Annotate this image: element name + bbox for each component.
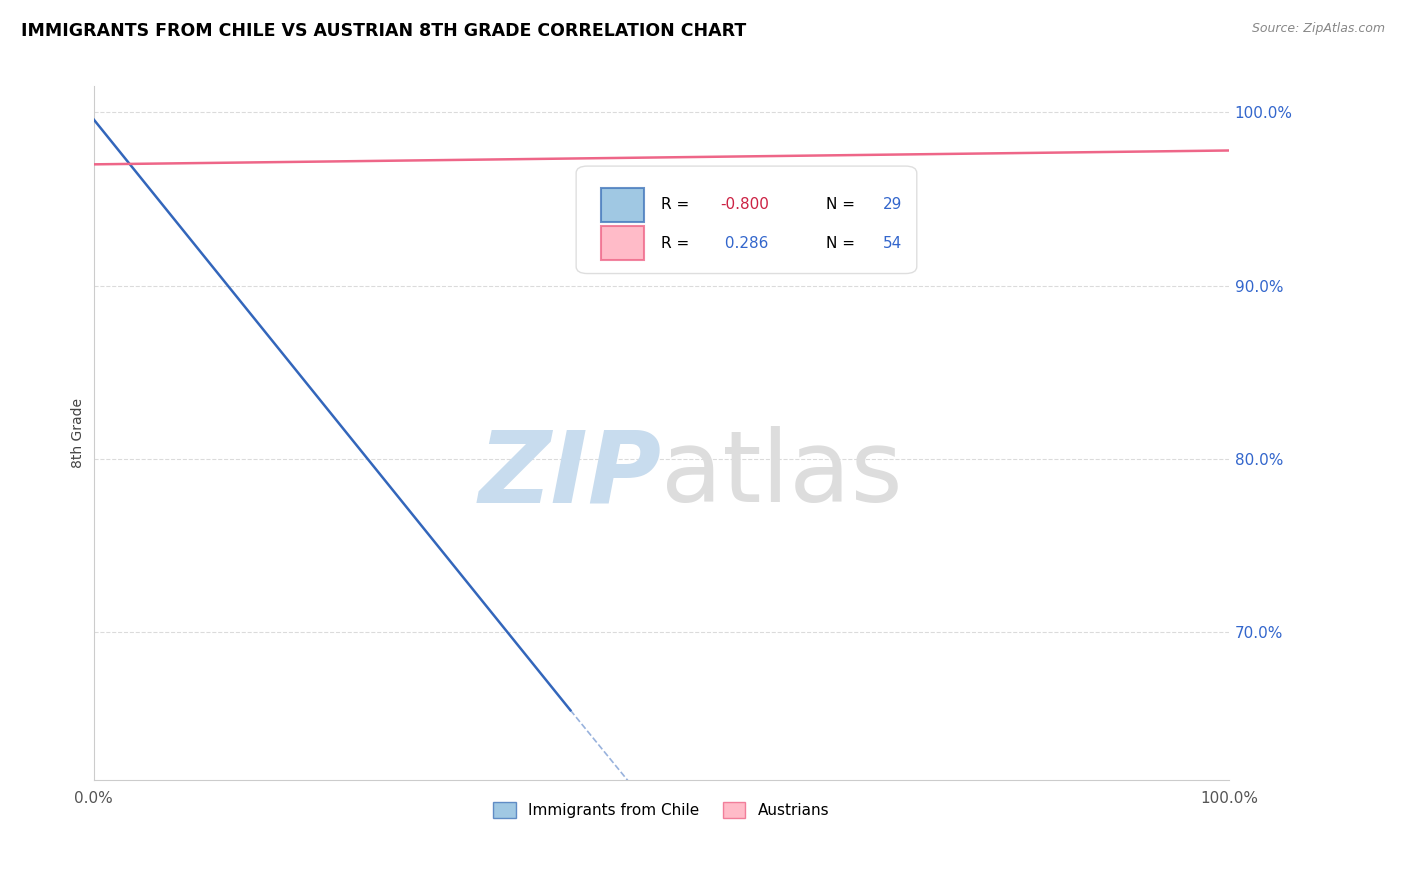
Text: atlas: atlas (661, 426, 903, 523)
Text: R =: R = (661, 235, 695, 251)
Text: R =: R = (661, 197, 695, 211)
Text: 0.286: 0.286 (720, 235, 769, 251)
Text: 29: 29 (883, 197, 903, 211)
Legend: Immigrants from Chile, Austrians: Immigrants from Chile, Austrians (486, 796, 835, 824)
Text: -0.800: -0.800 (720, 197, 769, 211)
Text: Source: ZipAtlas.com: Source: ZipAtlas.com (1251, 22, 1385, 36)
Text: IMMIGRANTS FROM CHILE VS AUSTRIAN 8TH GRADE CORRELATION CHART: IMMIGRANTS FROM CHILE VS AUSTRIAN 8TH GR… (21, 22, 747, 40)
Text: 54: 54 (883, 235, 903, 251)
Text: ZIP: ZIP (478, 426, 661, 523)
Bar (602, 188, 644, 221)
Text: N =: N = (825, 197, 860, 211)
Bar (602, 227, 644, 260)
FancyBboxPatch shape (576, 166, 917, 274)
Y-axis label: 8th Grade: 8th Grade (72, 398, 86, 468)
Text: N =: N = (825, 235, 860, 251)
